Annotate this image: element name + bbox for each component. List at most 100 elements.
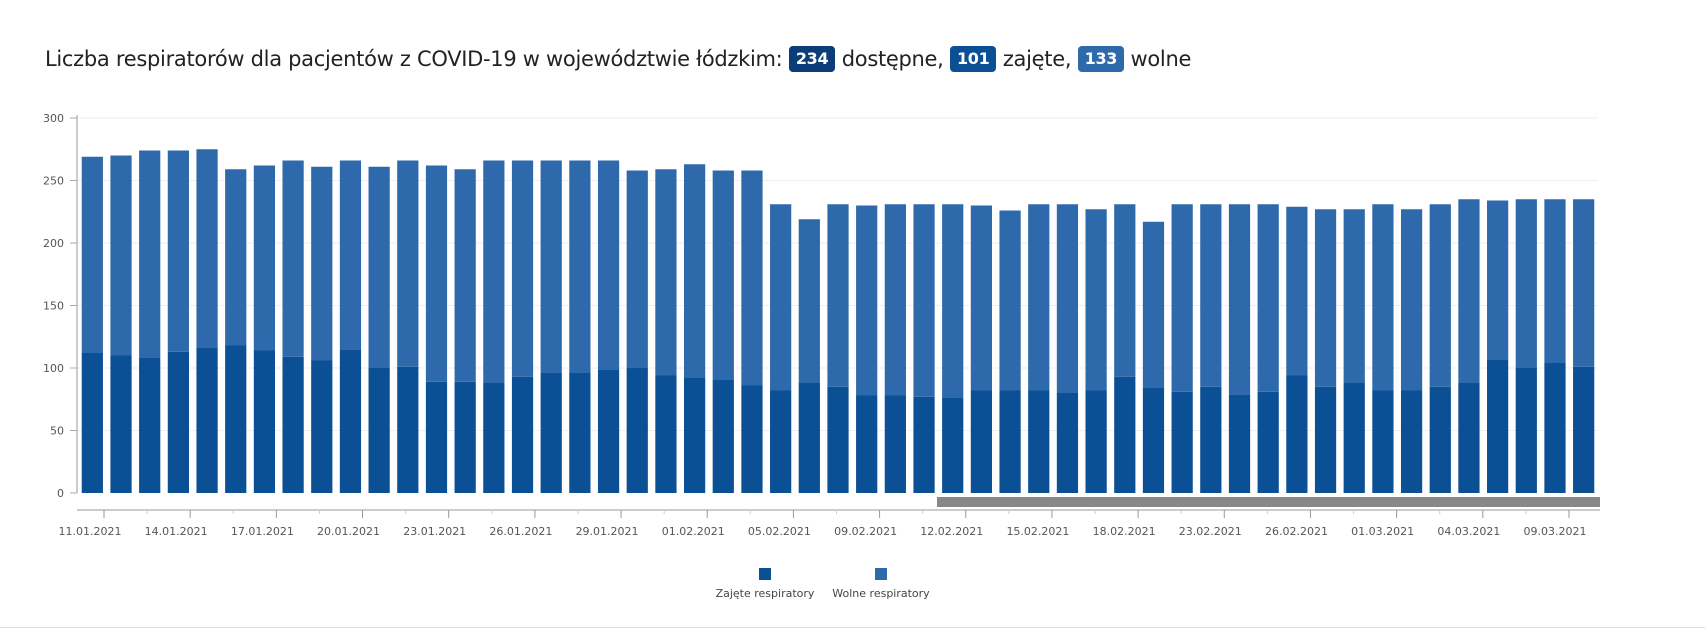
bar-free[interactable] bbox=[1400, 209, 1423, 391]
bar-occupied[interactable] bbox=[913, 396, 935, 493]
bar-occupied[interactable] bbox=[999, 390, 1021, 494]
bar-free[interactable] bbox=[1372, 204, 1394, 391]
bar-free[interactable] bbox=[540, 160, 562, 374]
bar-occupied[interactable] bbox=[597, 369, 620, 493]
bar-occupied[interactable] bbox=[655, 375, 677, 494]
bar-free[interactable] bbox=[827, 204, 849, 387]
bar-occupied[interactable] bbox=[1400, 390, 1423, 494]
bar-occupied[interactable] bbox=[770, 390, 792, 494]
bar-free[interactable] bbox=[368, 166, 390, 368]
bar-occupied[interactable] bbox=[225, 345, 247, 494]
bar-occupied[interactable] bbox=[1286, 375, 1308, 494]
bar-free[interactable] bbox=[397, 160, 419, 367]
bar-free[interactable] bbox=[970, 205, 993, 391]
bar-occupied[interactable] bbox=[540, 373, 562, 493]
bar-free[interactable] bbox=[1114, 204, 1136, 377]
bar-occupied[interactable] bbox=[397, 366, 419, 493]
bar-free[interactable] bbox=[683, 164, 706, 378]
bar-free[interactable] bbox=[884, 204, 906, 396]
bar-occupied[interactable] bbox=[1028, 390, 1050, 494]
bar-free[interactable] bbox=[597, 160, 620, 370]
bar-occupied[interactable] bbox=[798, 383, 820, 493]
bar-occupied[interactable] bbox=[569, 373, 591, 493]
bar-occupied[interactable] bbox=[1257, 391, 1279, 493]
legend-swatch-free[interactable] bbox=[875, 568, 887, 580]
bar-occupied[interactable] bbox=[626, 368, 648, 493]
bar-free[interactable] bbox=[626, 170, 648, 369]
bar-free[interactable] bbox=[1343, 209, 1365, 383]
bar-free[interactable] bbox=[454, 169, 476, 382]
bar-free[interactable] bbox=[569, 160, 591, 374]
bar-free[interactable] bbox=[1573, 199, 1595, 367]
bar-free[interactable] bbox=[282, 160, 304, 357]
bar-free[interactable] bbox=[1286, 206, 1308, 376]
bar-occupied[interactable] bbox=[110, 355, 132, 494]
bar-free[interactable] bbox=[1228, 204, 1251, 395]
bar-free[interactable] bbox=[225, 169, 247, 346]
bar-free[interactable] bbox=[81, 156, 103, 353]
bar-free[interactable] bbox=[1171, 204, 1193, 392]
bar-occupied[interactable] bbox=[368, 368, 390, 493]
bar-occupied[interactable] bbox=[1487, 359, 1509, 493]
bar-free[interactable] bbox=[425, 165, 448, 382]
bar-occupied[interactable] bbox=[1372, 390, 1394, 494]
bar-occupied[interactable] bbox=[311, 360, 333, 494]
bar-free[interactable] bbox=[139, 150, 161, 359]
bar-free[interactable] bbox=[856, 205, 878, 396]
bar-occupied[interactable] bbox=[511, 376, 534, 493]
bar-free[interactable] bbox=[511, 160, 534, 377]
bar-occupied[interactable] bbox=[970, 390, 993, 494]
bar-free[interactable] bbox=[1056, 204, 1079, 393]
bar-occupied[interactable] bbox=[483, 383, 505, 493]
bar-occupied[interactable] bbox=[712, 379, 734, 493]
bar-occupied[interactable] bbox=[425, 381, 448, 493]
bar-free[interactable] bbox=[1142, 221, 1165, 388]
bar-free[interactable] bbox=[1200, 204, 1222, 387]
bar-occupied[interactable] bbox=[1171, 391, 1193, 493]
bar-occupied[interactable] bbox=[1544, 363, 1566, 493]
bar-free[interactable] bbox=[253, 165, 276, 351]
bar-free[interactable] bbox=[1429, 204, 1451, 387]
bar-occupied[interactable] bbox=[81, 353, 103, 493]
bar-occupied[interactable] bbox=[884, 395, 906, 494]
bar-occupied[interactable] bbox=[454, 381, 476, 493]
bar-free[interactable] bbox=[1257, 204, 1279, 392]
bar-free[interactable] bbox=[167, 150, 189, 352]
bar-free[interactable] bbox=[311, 166, 333, 361]
bar-occupied[interactable] bbox=[856, 395, 878, 494]
bar-occupied[interactable] bbox=[741, 385, 763, 494]
bar-occupied[interactable] bbox=[167, 351, 189, 493]
bar-occupied[interactable] bbox=[339, 349, 362, 493]
bar-occupied[interactable] bbox=[1314, 386, 1337, 493]
bar-occupied[interactable] bbox=[1142, 388, 1165, 493]
bar-occupied[interactable] bbox=[1200, 386, 1222, 493]
bar-free[interactable] bbox=[1544, 199, 1566, 363]
bar-free[interactable] bbox=[110, 155, 132, 356]
bar-occupied[interactable] bbox=[282, 356, 304, 493]
chart-scrollbar[interactable] bbox=[937, 497, 1600, 507]
bar-free[interactable] bbox=[942, 204, 964, 398]
bar-free[interactable] bbox=[1028, 204, 1050, 391]
bar-occupied[interactable] bbox=[683, 378, 706, 493]
bar-free[interactable] bbox=[483, 160, 505, 384]
bar-occupied[interactable] bbox=[827, 386, 849, 493]
bar-occupied[interactable] bbox=[1085, 390, 1107, 494]
bar-free[interactable] bbox=[770, 204, 792, 391]
bar-occupied[interactable] bbox=[942, 398, 964, 493]
bar-free[interactable] bbox=[741, 170, 763, 386]
bars[interactable] bbox=[81, 149, 1595, 494]
legend-swatch-occupied[interactable] bbox=[759, 568, 771, 580]
bar-free[interactable] bbox=[655, 169, 677, 376]
bar-occupied[interactable] bbox=[1573, 366, 1595, 493]
bar-occupied[interactable] bbox=[1114, 376, 1136, 493]
bar-free[interactable] bbox=[1487, 200, 1509, 360]
bar-occupied[interactable] bbox=[1228, 394, 1251, 493]
bar-occupied[interactable] bbox=[253, 350, 276, 494]
bar-free[interactable] bbox=[196, 149, 218, 348]
bar-occupied[interactable] bbox=[1056, 393, 1079, 493]
bar-occupied[interactable] bbox=[139, 358, 161, 493]
bar-free[interactable] bbox=[712, 170, 734, 380]
bar-occupied[interactable] bbox=[196, 348, 218, 493]
bar-free[interactable] bbox=[913, 204, 935, 397]
bar-occupied[interactable] bbox=[1458, 383, 1480, 493]
